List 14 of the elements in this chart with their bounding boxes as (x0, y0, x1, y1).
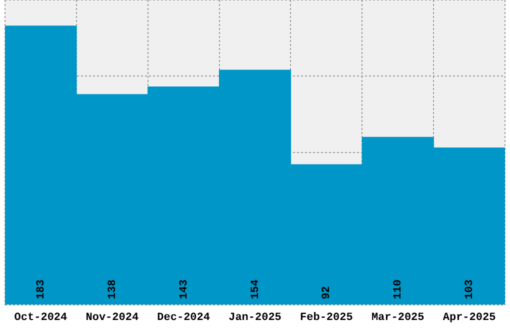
x-tick-label: Feb-2025 (300, 312, 354, 324)
data-label: 143 (178, 279, 190, 300)
data-label: 183 (35, 279, 48, 300)
data-label: 103 (464, 279, 476, 300)
x-tick-label: Apr-2025 (442, 312, 496, 324)
x-tick-label: Mar-2025 (371, 312, 425, 324)
data-label: 92 (321, 286, 334, 300)
x-tick-label: Nov-2024 (86, 312, 139, 324)
data-label: 110 (392, 279, 405, 300)
data-label: 138 (106, 279, 119, 300)
x-tick-label: Jan-2025 (228, 312, 282, 324)
x-tick-label: Dec-2024 (157, 312, 210, 324)
x-tick-label: Oct-2024 (14, 312, 68, 324)
data-label: 154 (250, 279, 262, 300)
